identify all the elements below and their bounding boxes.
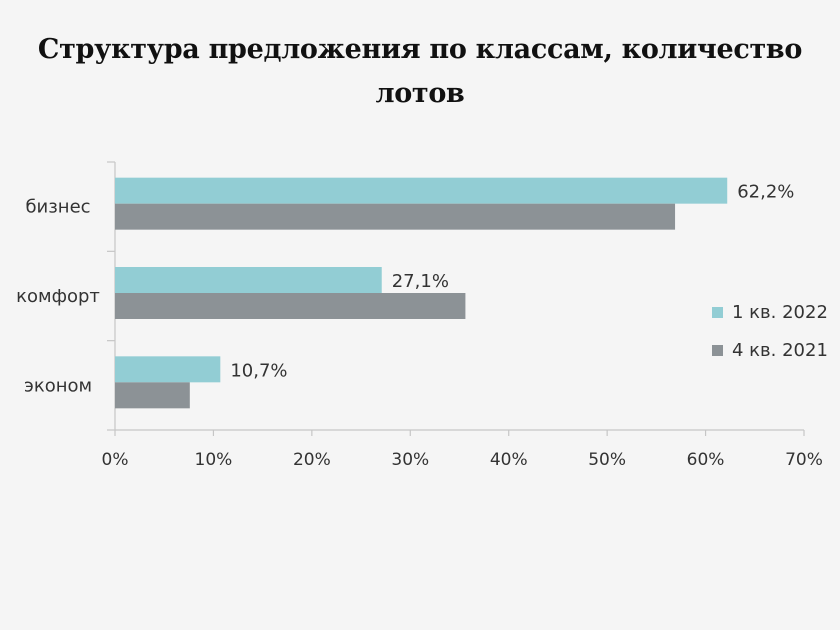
bar-series-2 bbox=[115, 382, 190, 409]
bar-series-2 bbox=[115, 293, 466, 319]
category-label: комфорт bbox=[16, 286, 100, 307]
category-label: эконом bbox=[24, 375, 92, 396]
category-label: бизнес bbox=[25, 197, 90, 218]
legend-swatch bbox=[712, 307, 723, 318]
bar-series-1 bbox=[115, 356, 221, 383]
x-tick-label: 30% bbox=[391, 450, 429, 470]
x-tick-label: 70% bbox=[785, 450, 823, 470]
legend-label: 1 кв. 2022 bbox=[732, 302, 828, 323]
bar-series-1 bbox=[115, 267, 382, 293]
x-tick-label: 0% bbox=[102, 450, 129, 470]
data-label: 62,2% bbox=[737, 182, 794, 203]
bar-series-1 bbox=[115, 177, 728, 204]
legend-label: 4 кв. 2021 bbox=[732, 340, 828, 361]
data-label: 27,1% bbox=[392, 271, 449, 292]
x-tick-label: 10% bbox=[195, 450, 233, 470]
chart-title: Структура предложения по классам, количе… bbox=[37, 34, 803, 109]
x-tick-label: 50% bbox=[588, 450, 626, 470]
x-tick-label: 40% bbox=[490, 450, 528, 470]
x-tick-label: 20% bbox=[293, 450, 331, 470]
legend-swatch bbox=[712, 345, 723, 356]
bar-series-2 bbox=[115, 203, 676, 230]
data-label: 10,7% bbox=[230, 360, 287, 381]
x-tick-label: 60% bbox=[687, 450, 725, 470]
